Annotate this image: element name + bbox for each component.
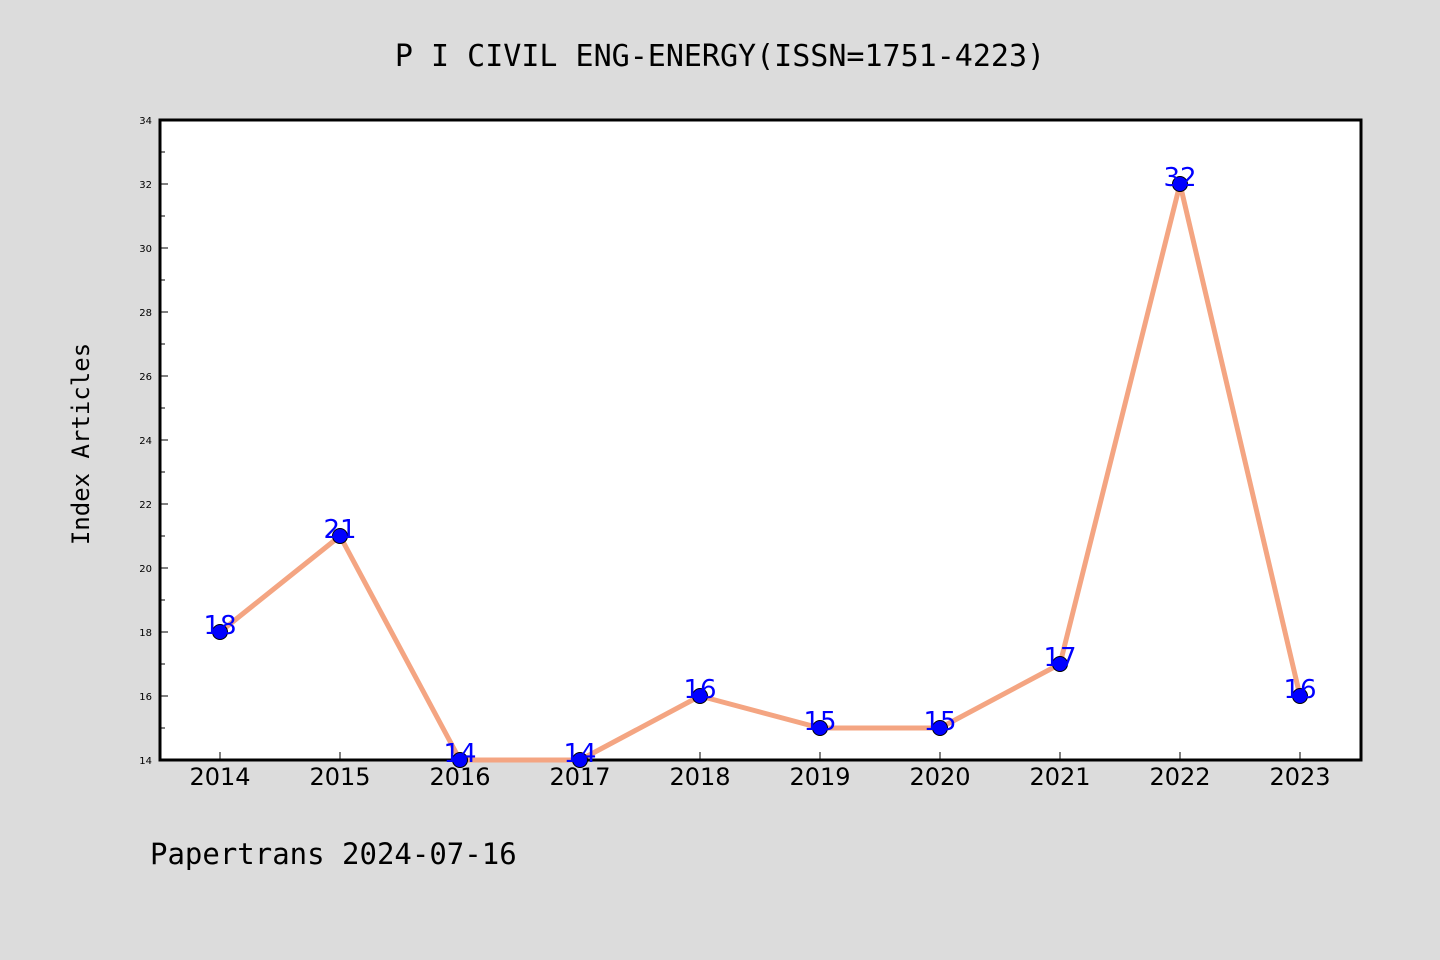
x-tick-label: 2020 <box>909 763 970 791</box>
y-tick-label: 34 <box>139 116 152 127</box>
y-tick-label: 16 <box>139 692 152 703</box>
data-label: 16 <box>683 675 716 705</box>
y-tick-label: 14 <box>139 756 152 767</box>
series-group <box>212 176 1308 768</box>
data-point <box>1052 656 1068 672</box>
chart-title: P I CIVIL ENG-ENERGY(ISSN=1751-4223) <box>395 39 1045 74</box>
x-tick-label: 2023 <box>1269 763 1330 791</box>
data-point <box>1172 176 1188 192</box>
y-tick-label: 18 <box>139 628 152 639</box>
data-point <box>452 752 468 768</box>
y-tick-label: 32 <box>139 180 152 191</box>
x-tick-label: 2014 <box>189 763 250 791</box>
data-point <box>932 720 948 736</box>
footer-source: Papertrans 2024-07-16 <box>150 837 517 871</box>
data-point <box>212 624 228 640</box>
x-tick-label: 2015 <box>309 763 370 791</box>
data-label: 15 <box>803 707 836 737</box>
data-label: 17 <box>1043 643 1076 673</box>
data-label: 15 <box>923 707 956 737</box>
data-label: 32 <box>1163 163 1196 193</box>
data-label: 16 <box>1283 675 1316 705</box>
series-line <box>217 181 1303 763</box>
y-axis-label: Index Articles <box>67 343 95 545</box>
data-point <box>332 528 348 544</box>
data-label: 18 <box>203 611 236 641</box>
data-point <box>812 720 828 736</box>
data-label: 21 <box>323 515 356 545</box>
y-axis: 14 16 18 20 22 24 26 28 30 32 34 <box>139 116 168 767</box>
y-tick-label: 24 <box>139 436 152 447</box>
data-labels: 18 21 14 14 16 15 15 17 32 16 <box>203 163 1316 769</box>
x-tick-label: 2021 <box>1029 763 1090 791</box>
data-point <box>692 688 708 704</box>
data-point <box>572 752 588 768</box>
x-tick-label: 2019 <box>789 763 850 791</box>
y-tick-label: 28 <box>139 308 152 319</box>
y-tick-label: 26 <box>139 372 152 383</box>
data-label: 14 <box>563 739 596 769</box>
data-label: 14 <box>443 739 476 769</box>
x-tick-label: 2018 <box>669 763 730 791</box>
x-tick-label: 2022 <box>1149 763 1210 791</box>
y-tick-label: 22 <box>139 500 152 511</box>
plot-area <box>158 118 1363 762</box>
data-point <box>1292 688 1308 704</box>
y-tick-label: 20 <box>139 564 152 575</box>
y-tick-label: 30 <box>139 244 152 255</box>
